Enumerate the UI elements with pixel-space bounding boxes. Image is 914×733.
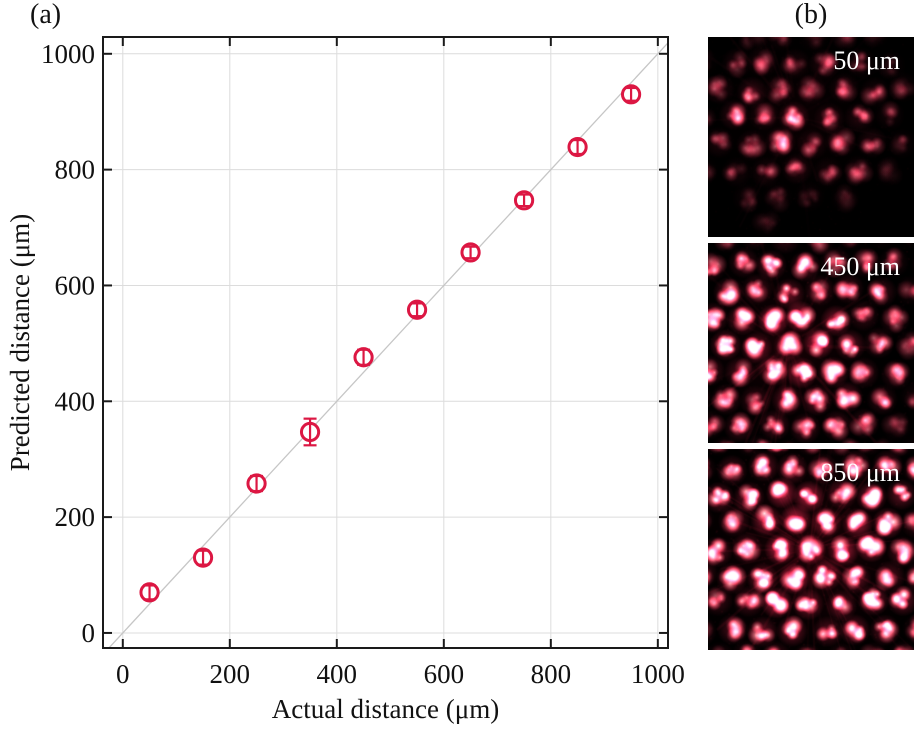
- panel-a-label: (a): [30, 0, 62, 30]
- data-point-marker: [246, 473, 267, 494]
- tick-label-layer: 0 200 400 600 800 1000 0 200 400 600 800 1000: [41, 39, 685, 689]
- x-tick-label: 400: [317, 659, 358, 689]
- x-tick-label: 800: [531, 659, 572, 689]
- y-tick-label: 1000: [41, 39, 95, 69]
- identity-line: [108, 41, 668, 648]
- speckle-image-850um: 850 μm: [708, 449, 914, 650]
- y-tick-label: 0: [82, 618, 96, 648]
- panel-b-label: (b): [794, 0, 828, 30]
- data-point-marker: [353, 347, 374, 368]
- data-point-marker: [513, 190, 535, 211]
- x-tick-label: 1000: [631, 659, 685, 689]
- identity-line-layer: [108, 41, 668, 648]
- speckle-canvas-50um: [708, 37, 914, 237]
- data-point-marker: [139, 582, 160, 603]
- data-point-marker: [620, 84, 642, 105]
- y-axis-label: Predicted distance (μm): [5, 213, 35, 472]
- plot-box: [102, 36, 669, 649]
- image-distance-label: 450 μm: [820, 252, 900, 281]
- y-tick-label: 400: [55, 386, 96, 416]
- data-point-marker: [460, 242, 481, 263]
- speckle-image-450um: 450 μm: [708, 243, 914, 443]
- x-tick-label: 600: [424, 659, 465, 689]
- data-point-marker: [192, 547, 214, 568]
- y-tick-label: 600: [55, 270, 96, 300]
- data-point-marker: [567, 136, 588, 158]
- x-tick-label: 200: [210, 659, 251, 689]
- speckle-image-50um: 50 μm: [708, 37, 914, 237]
- y-tick-label: 800: [55, 155, 96, 185]
- x-tick-label: 0: [116, 659, 130, 689]
- x-axis-label: Actual distance (μm): [271, 694, 500, 724]
- data-point-marker: [406, 299, 428, 320]
- scatter-chart: 0 200 400 600 800 1000 0 200 400 600 800 1000: [41, 36, 685, 689]
- data-point-marker: [299, 417, 321, 447]
- image-distance-label: 50 μm: [833, 46, 900, 75]
- y-tick-label: 200: [55, 502, 96, 532]
- speckle-canvas-850um: [708, 449, 914, 650]
- speckle-canvas-450um: [708, 243, 914, 443]
- grid-layer: [103, 37, 668, 648]
- axis-layer: [102, 36, 669, 649]
- image-distance-label: 850 μm: [820, 458, 900, 487]
- data-marker-layer: [139, 84, 642, 603]
